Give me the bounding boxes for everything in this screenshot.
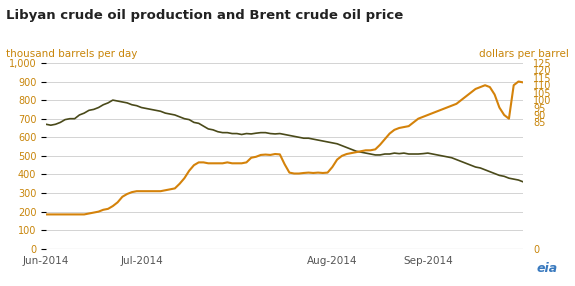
Text: Libyan crude oil production and Brent crude oil price: Libyan crude oil production and Brent cr… <box>6 9 403 21</box>
Text: thousand barrels per day: thousand barrels per day <box>6 49 137 59</box>
Text: dollars per barrel: dollars per barrel <box>480 49 569 59</box>
Text: eia: eia <box>536 262 558 275</box>
